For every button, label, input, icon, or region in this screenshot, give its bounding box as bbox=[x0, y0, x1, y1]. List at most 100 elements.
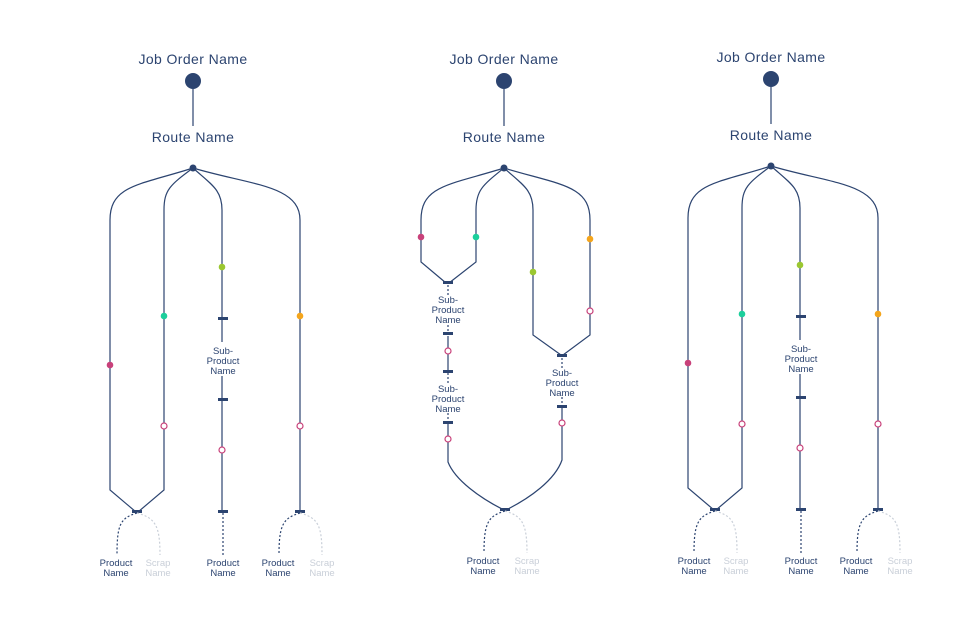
step-marker bbox=[218, 263, 226, 271]
sub-product-label-line: Sub- bbox=[213, 346, 233, 357]
product-label: Name bbox=[681, 566, 706, 577]
label-mask bbox=[204, 342, 242, 376]
output-bar bbox=[796, 508, 806, 511]
diagram-3: Job Order Name Route Name Sub- Product N… bbox=[678, 49, 913, 577]
branch-edge bbox=[420, 167, 505, 284]
sub-product-bar bbox=[443, 370, 453, 373]
product-label: Name bbox=[265, 568, 290, 579]
sub-product-bar bbox=[557, 405, 567, 408]
product-label: Product bbox=[678, 556, 711, 567]
sub-product-label-line: Sub- bbox=[552, 368, 572, 379]
step-marker bbox=[106, 361, 114, 369]
output-bar bbox=[873, 508, 883, 511]
step-marker bbox=[417, 233, 425, 241]
step-marker bbox=[586, 235, 594, 243]
sub-product-label-line: Product bbox=[432, 305, 465, 316]
sub-product-bar bbox=[443, 281, 453, 284]
chain-edge bbox=[505, 408, 563, 511]
diagram-2: Job Order Name Route Name bbox=[417, 51, 594, 577]
step-marker-hollow bbox=[444, 435, 452, 443]
sub-product-label-line: Sub- bbox=[438, 384, 458, 395]
label-mask bbox=[782, 340, 820, 374]
scrap-link bbox=[136, 512, 161, 556]
sub-product-bar bbox=[443, 421, 453, 424]
job-order-label: Job Order Name bbox=[449, 51, 558, 67]
output-bar bbox=[218, 510, 228, 513]
sub-product-bar bbox=[218, 317, 228, 320]
product-link bbox=[693, 510, 716, 554]
scrap-label: Scrap bbox=[888, 556, 913, 567]
step-marker bbox=[472, 233, 480, 241]
scrap-label: Scrap bbox=[515, 556, 540, 567]
branch-edge bbox=[192, 167, 301, 512]
branch-edge bbox=[109, 167, 194, 513]
job-order-node bbox=[763, 71, 779, 87]
branch-edge bbox=[503, 167, 591, 356]
step-marker-hollow bbox=[160, 422, 168, 430]
sub-product-label-line: Product bbox=[785, 354, 818, 365]
job-order-label: Job Order Name bbox=[138, 51, 247, 67]
step-marker bbox=[796, 261, 804, 269]
sub-product-label-line: Name bbox=[549, 388, 574, 399]
product-label: Name bbox=[103, 568, 128, 579]
output-bar bbox=[132, 510, 142, 513]
step-marker bbox=[296, 312, 304, 320]
sub-product-label-line: Sub- bbox=[791, 344, 811, 355]
branch-edge bbox=[687, 165, 772, 511]
branch-edge bbox=[770, 165, 879, 510]
step-marker-hollow bbox=[796, 444, 804, 452]
step-marker bbox=[874, 310, 882, 318]
step-marker-hollow bbox=[586, 307, 594, 315]
chain-edge bbox=[447, 424, 505, 511]
step-marker bbox=[529, 268, 537, 276]
sub-product-label-line: Name bbox=[788, 364, 813, 375]
sub-product-label-line: Product bbox=[432, 394, 465, 405]
step-marker bbox=[160, 312, 168, 320]
step-marker-hollow bbox=[874, 420, 882, 428]
step-marker bbox=[738, 310, 746, 318]
sub-product-label-line: Name bbox=[435, 315, 460, 326]
branch-edge bbox=[448, 167, 505, 284]
product-label: Name bbox=[843, 566, 868, 577]
route-label: Route Name bbox=[730, 127, 813, 143]
sub-product-label-line: Product bbox=[546, 378, 579, 389]
scrap-label: Name bbox=[887, 566, 912, 577]
sub-product-bar bbox=[796, 396, 806, 399]
scrap-label: Name bbox=[723, 566, 748, 577]
sub-product-bar bbox=[218, 398, 228, 401]
step-marker-hollow bbox=[296, 422, 304, 430]
sub-product-bar bbox=[796, 315, 806, 318]
product-link bbox=[483, 510, 506, 554]
step-marker-hollow bbox=[444, 347, 452, 355]
output-bar bbox=[295, 510, 305, 513]
step-marker-hollow bbox=[738, 420, 746, 428]
product-label: Product bbox=[262, 558, 295, 569]
branch-edge bbox=[715, 165, 772, 511]
output-bar bbox=[500, 508, 510, 511]
route-label: Route Name bbox=[463, 129, 546, 145]
scrap-label: Scrap bbox=[310, 558, 335, 569]
product-link bbox=[856, 510, 879, 554]
product-label: Product bbox=[100, 558, 133, 569]
job-order-node bbox=[185, 73, 201, 89]
job-order-label: Job Order Name bbox=[716, 49, 825, 65]
step-marker-hollow bbox=[218, 446, 226, 454]
scrap-label: Scrap bbox=[724, 556, 749, 567]
sub-product-bar bbox=[557, 354, 567, 357]
product-label: Product bbox=[467, 556, 500, 567]
scrap-link bbox=[877, 510, 901, 554]
route-label: Route Name bbox=[152, 129, 235, 145]
sub-product-label-line: Sub- bbox=[438, 295, 458, 306]
branch-edge bbox=[770, 165, 801, 510]
scrap-link bbox=[714, 510, 738, 554]
product-label: Name bbox=[470, 566, 495, 577]
scrap-link bbox=[299, 512, 323, 556]
job-order-node bbox=[496, 73, 512, 89]
sub-product-bar bbox=[443, 332, 453, 335]
scrap-label: Name bbox=[309, 568, 334, 579]
product-label: Product bbox=[840, 556, 873, 567]
product-label: Product bbox=[785, 556, 818, 567]
scrap-label: Name bbox=[514, 566, 539, 577]
product-label: Product bbox=[207, 558, 240, 569]
branch-edge bbox=[192, 167, 223, 512]
